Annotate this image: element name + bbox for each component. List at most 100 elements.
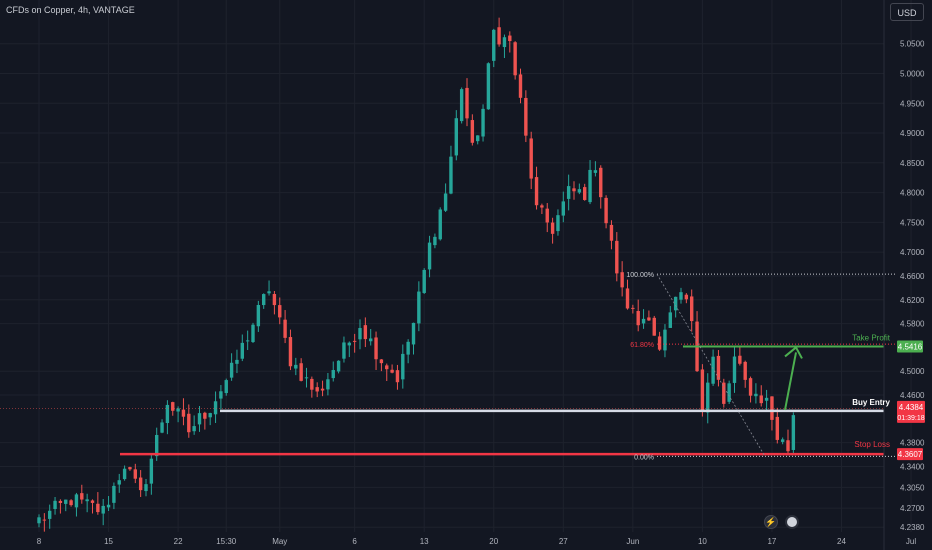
x-tick-label: Jul [906, 537, 916, 546]
candle-body [213, 401, 218, 415]
stop-loss-price-text: 4.3607 [898, 450, 923, 459]
candle-body [112, 485, 116, 503]
candle-body [545, 208, 549, 223]
candle-body [37, 517, 41, 524]
x-tick-label: 8 [37, 537, 42, 546]
candle-body [443, 193, 448, 211]
candle-body [636, 311, 640, 326]
y-tick-label: 4.2380 [900, 523, 925, 532]
candle-body [615, 240, 619, 274]
fib-level-label: 100.00% [626, 272, 654, 279]
candle-body [342, 342, 346, 359]
candle-body [390, 369, 394, 373]
candle-body [433, 236, 437, 246]
candle-body [540, 205, 544, 208]
candle-body [786, 440, 790, 452]
fib-level-label: 0.00% [634, 454, 654, 461]
candle-body [588, 169, 592, 203]
flag-icon[interactable] [785, 515, 799, 529]
candle-body [449, 156, 453, 194]
candle-body [315, 387, 319, 392]
candle-body [149, 458, 154, 484]
candle-body [278, 305, 282, 318]
x-tick-label: 27 [559, 537, 568, 546]
candle-body [53, 500, 57, 509]
last-price-text: 4.4384 [899, 403, 924, 412]
candle-body [85, 499, 89, 502]
candle-body [754, 393, 758, 397]
candle-body [470, 120, 475, 143]
y-tick-label: 4.6600 [900, 272, 925, 281]
y-tick-label: 4.2700 [900, 504, 925, 513]
candle-body [320, 388, 325, 391]
candle-body [492, 29, 496, 61]
candle-body [326, 379, 330, 390]
candle-body [604, 197, 608, 224]
candle-body [524, 97, 528, 136]
y-tick-label: 4.5000 [900, 367, 925, 376]
y-tick-label: 5.0000 [900, 69, 925, 78]
lightning-icon[interactable]: ⚡ [764, 515, 778, 529]
y-tick-label: 4.3800 [900, 439, 925, 448]
x-tick-label: 13 [420, 537, 429, 546]
stop-loss-price-badge [897, 448, 923, 461]
candle-body [401, 353, 405, 380]
candle-body [706, 382, 710, 413]
candle-body [181, 409, 186, 417]
currency-button[interactable]: USD [890, 3, 924, 21]
candle-body [240, 342, 244, 359]
candle-body [128, 467, 132, 470]
candle-body [620, 272, 624, 288]
buy-entry-label: Buy Entry [852, 398, 890, 407]
price-axis: 5.0500 5.0000 4.9500 4.9000 4.8500 4.8000 4.75… [883, 0, 925, 550]
candle-body [427, 242, 432, 270]
candle-body [171, 402, 175, 411]
candle-body [668, 312, 672, 328]
candle-body [759, 395, 763, 404]
candle-body [518, 74, 523, 98]
y-tick-label: 4.6200 [900, 296, 925, 305]
x-tick-label: 6 [352, 537, 357, 546]
candle-body [722, 382, 726, 404]
candle-body [775, 416, 779, 440]
x-tick-label: Jun [626, 537, 639, 546]
candle-body [283, 319, 287, 338]
candle-body [192, 426, 196, 432]
candle-body [550, 222, 555, 234]
candle-body [48, 510, 52, 519]
candle-body [502, 37, 507, 48]
candle-body [144, 484, 148, 492]
candle-body [583, 187, 587, 200]
candle-body [593, 170, 598, 173]
candle-body [203, 412, 207, 419]
candle-body [513, 42, 517, 76]
candle-body [652, 317, 656, 336]
candle-body [738, 355, 742, 364]
candle-body [716, 355, 721, 380]
candle-body [160, 422, 164, 433]
candle-body [663, 329, 667, 351]
x-tick-label: 24 [837, 537, 846, 546]
candle-body [58, 500, 63, 503]
x-tick-label: 15 [104, 537, 113, 546]
symbol-title: CFDs on Copper, 4h, VANTAGE [6, 5, 135, 15]
y-tick-label: 4.8500 [900, 159, 925, 168]
candle-body [417, 291, 421, 324]
candle-body [780, 439, 785, 442]
y-tick-label: 4.4600 [900, 391, 925, 400]
candle-body [117, 480, 121, 485]
candle-body [304, 377, 309, 379]
candle-body [748, 378, 753, 396]
candle-body [422, 269, 426, 293]
candle-body [155, 434, 159, 457]
x-tick-label: 17 [767, 537, 776, 546]
candle-body [385, 365, 389, 370]
candle-body [96, 503, 100, 513]
candle-body [572, 188, 576, 192]
candle-body [465, 87, 469, 119]
y-tick-label: 5.0500 [900, 40, 925, 49]
candle-body [791, 415, 796, 450]
candle-body [336, 360, 341, 372]
